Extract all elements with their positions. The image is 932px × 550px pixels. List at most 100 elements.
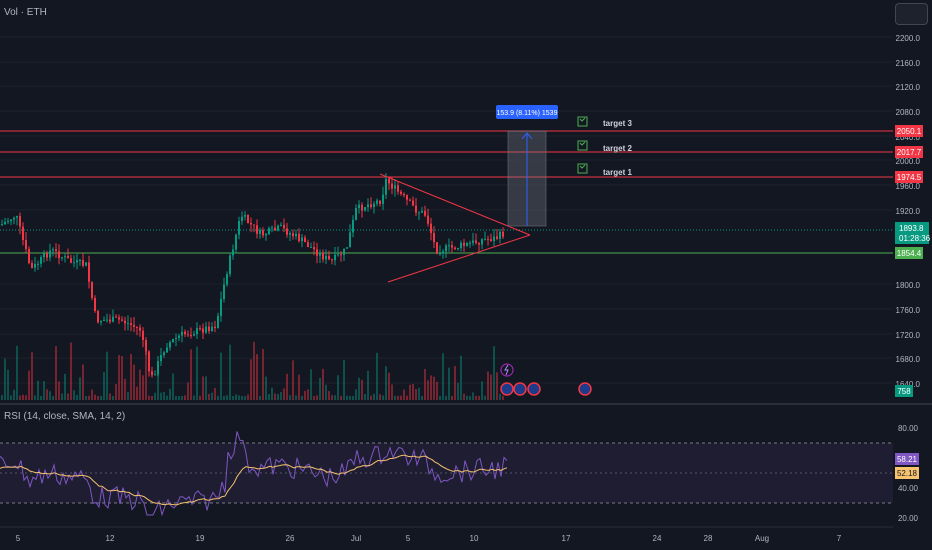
volume-bar: [190, 349, 192, 400]
target-1-label: target 1: [603, 168, 632, 177]
rsi-pane[interactable]: 80.00 40.00 20.00 58.21 52.18: [0, 424, 919, 523]
candle: [271, 227, 273, 229]
volume-bar: [421, 395, 423, 400]
volume-bar: [67, 393, 69, 400]
volume-bar: [52, 395, 54, 400]
volume-bar: [241, 395, 243, 400]
candle: [211, 326, 213, 332]
volume-bar: [319, 377, 321, 400]
candle: [286, 228, 288, 235]
price-axis[interactable]: 2200.0 2160.0 2120.0 2080.0 2040.0 2000.…: [895, 34, 931, 397]
volume-bar: [64, 373, 66, 400]
settings-button[interactable]: [895, 3, 928, 25]
candle: [202, 328, 204, 333]
target-2[interactable]: target 2: [577, 140, 632, 153]
volume-bar: [61, 393, 63, 400]
volume-bar: [19, 395, 21, 400]
candle: [493, 236, 495, 242]
time-label: 26: [286, 534, 295, 543]
us-flag-icon: [527, 382, 541, 396]
volume-bar: [94, 394, 96, 400]
candle: [169, 342, 171, 348]
volume-bar: [316, 395, 318, 400]
volume-bar: [274, 393, 276, 400]
candle: [247, 215, 249, 223]
candle: [124, 320, 126, 324]
candle: [313, 247, 315, 250]
event-icons[interactable]: [500, 363, 592, 396]
candle: [40, 257, 42, 264]
candle: [277, 225, 279, 231]
candle: [352, 219, 354, 233]
volume-bar: [103, 372, 105, 400]
level-badge-1854: [895, 247, 923, 259]
candle: [115, 316, 117, 318]
volume-title[interactable]: Vol · ETH: [4, 7, 47, 18]
candle: [133, 324, 135, 327]
volume-bar: [502, 395, 504, 400]
candle: [295, 233, 297, 237]
candle: [58, 251, 60, 259]
candle: [175, 337, 177, 339]
candle: [334, 254, 336, 261]
candle: [484, 238, 486, 240]
candle: [364, 207, 366, 211]
volume-bar: [211, 392, 213, 400]
candle: [283, 224, 285, 229]
current-price-badge: [895, 222, 929, 244]
volume-bar: [412, 383, 414, 400]
candle: [25, 240, 27, 250]
candle: [451, 245, 453, 248]
volume-bar: [484, 395, 486, 400]
price-tick: 1920.0: [896, 207, 921, 216]
candle: [205, 326, 207, 333]
candle: [412, 200, 414, 206]
candle: [7, 221, 9, 223]
triangle-pattern[interactable]: [379, 173, 531, 283]
volume-bar: [376, 352, 378, 400]
volume-bar: [451, 395, 453, 400]
candle: [490, 239, 492, 242]
candle: [88, 262, 90, 282]
volume-bar: [430, 375, 432, 400]
candle: [418, 212, 420, 214]
candle: [478, 242, 480, 245]
candle: [190, 335, 192, 337]
countdown-label: 01:28:36: [899, 234, 931, 243]
rsi-value-label: 58.21: [897, 455, 918, 464]
price-tick: 2040.0: [896, 133, 921, 142]
volume-bar: [118, 355, 120, 400]
target-3[interactable]: target 3: [577, 116, 632, 128]
volume-bar: [433, 376, 435, 400]
candle: [427, 215, 429, 224]
candle: [289, 233, 291, 235]
candle: [97, 311, 99, 323]
target-1[interactable]: target 1: [577, 163, 632, 177]
volume-bar: [292, 360, 294, 400]
price-range-measure[interactable]: 153.9 (8.11%) 1539: [496, 105, 558, 227]
candle: [166, 347, 168, 353]
volume-bar: [400, 395, 402, 400]
candle: [301, 237, 303, 242]
volume-bar: [475, 395, 477, 400]
rsi-value-badge: [895, 453, 919, 465]
time-label: 7: [837, 534, 842, 543]
candle: [217, 315, 219, 328]
volume-bar: [31, 352, 33, 400]
volume-bar: [304, 390, 306, 400]
volume-bar: [262, 349, 264, 400]
volume-bar: [82, 364, 84, 400]
volume-bar: [406, 395, 408, 400]
target-2-label: target 2: [603, 144, 632, 153]
volume-bar: [1, 395, 3, 400]
volume-bar: [367, 370, 369, 400]
volume-bar: [427, 380, 429, 400]
volume-bars: [1, 341, 504, 400]
rsi-title[interactable]: RSI (14, close, SMA, 14, 2): [4, 411, 126, 422]
time-axis[interactable]: 5 12 19 26 Jul 5 10 17 24 28 Aug 7: [0, 526, 893, 543]
volume-bar: [370, 395, 372, 400]
candle: [127, 323, 129, 325]
candle: [10, 219, 12, 222]
